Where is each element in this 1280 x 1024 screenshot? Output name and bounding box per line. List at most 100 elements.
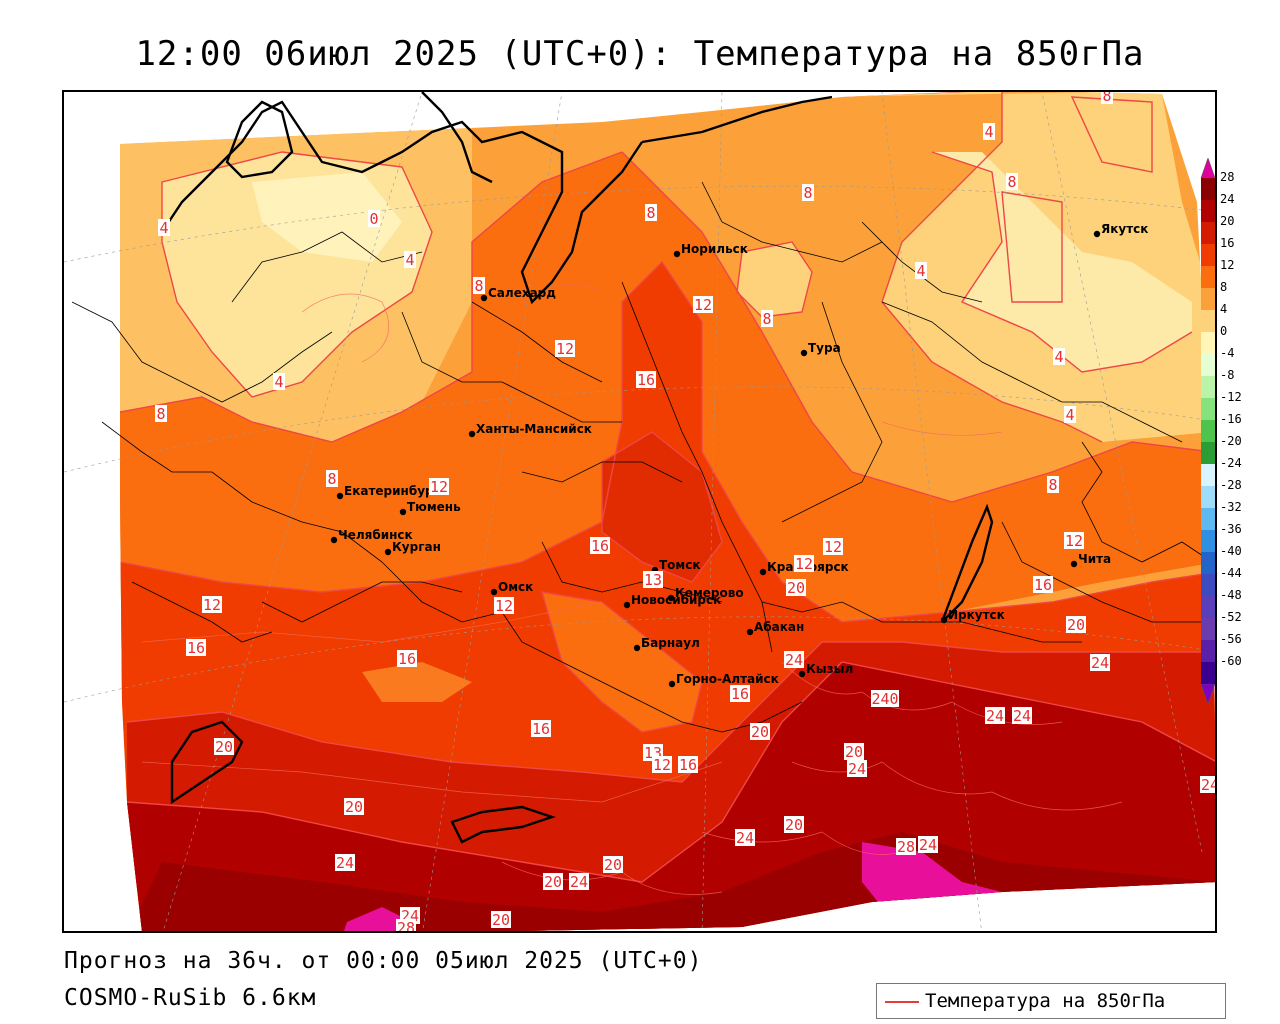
- scale-swatch: [1201, 552, 1215, 574]
- isotherm-value: 12: [824, 538, 842, 556]
- isotherm-label-bg: [844, 743, 864, 760]
- isotherm-value: 24: [736, 829, 754, 847]
- isotherm-label-bg: [335, 854, 355, 871]
- city-dot: [480, 294, 488, 302]
- isotherm-value: 16: [187, 639, 205, 657]
- isotherm-label: 0: [368, 210, 380, 228]
- isotherm-value: 16: [1034, 576, 1052, 594]
- isotherm-label: 4: [1053, 348, 1065, 366]
- city: Новосибирск: [623, 593, 721, 609]
- scale-swatch: [1201, 288, 1215, 310]
- isotherm-value: 20: [215, 738, 233, 756]
- isotherm-label-bg: [1090, 654, 1110, 671]
- isotherm-label: 16: [1033, 576, 1053, 594]
- city: Тюмень: [399, 500, 461, 516]
- isotherm-label: 20: [786, 579, 806, 597]
- isotherm-label-bg: [636, 371, 656, 388]
- city-label: Кызыл: [806, 662, 853, 676]
- city-label: Новосибирск: [631, 593, 721, 607]
- map-canvas: Норильск Салехард Якутск Тура Ханты-Мансийск…: [64, 92, 1215, 933]
- isotherm-label: 13: [643, 571, 663, 589]
- isotherm-value: 8: [646, 204, 655, 222]
- isotherm-value: 4: [405, 251, 414, 269]
- isotherm-label-bg: [761, 310, 773, 327]
- isotherm-label: 24: [335, 854, 355, 872]
- isotherm-value: 12: [694, 296, 712, 314]
- isotherm-label-bg: [652, 756, 672, 773]
- isotherm-label-bg: [871, 690, 899, 707]
- isotherm-label: 8: [326, 470, 338, 488]
- isotherm-label-bg: [494, 597, 514, 614]
- scale-label: 4: [1220, 302, 1228, 316]
- forecast-map: Норильск Салехард Якутск Тура Ханты-Мансийск…: [62, 90, 1217, 933]
- isotherm-label: 24: [1200, 776, 1215, 794]
- isotherm-label-bg: [1064, 532, 1084, 549]
- isotherm-value: 4: [1054, 348, 1063, 366]
- isotherm-label-bg: [1006, 173, 1018, 190]
- scale-swatch: [1201, 178, 1215, 200]
- scale-label: -32: [1220, 500, 1242, 514]
- isotherm-label: 24: [735, 829, 755, 847]
- isotherm-label-bg: [404, 251, 416, 268]
- isotherm-value: 24: [919, 836, 937, 854]
- city: Ханты-Мансийск: [468, 422, 592, 438]
- city: Иркутск: [940, 608, 1005, 624]
- map-title: 12:00 06июл 2025 (UTC+0): Температура на…: [135, 34, 1145, 74]
- isotherm-label: 20: [491, 911, 511, 929]
- isotherm-label-bg: [543, 873, 563, 890]
- isotherm-value: 8: [1102, 92, 1111, 105]
- isotherm-label: 16: [678, 756, 698, 774]
- isotherm-label: 16: [636, 371, 656, 389]
- city-label: Горно-Алтайск: [676, 672, 779, 686]
- isotherm-label: 16: [531, 720, 551, 738]
- isotherm-label-bg: [985, 707, 1005, 724]
- scale-label: 0: [1220, 324, 1228, 338]
- isotherm-value: 20: [604, 856, 622, 874]
- scale-label: -44: [1220, 566, 1242, 580]
- scale-swatch: [1201, 420, 1215, 442]
- isotherm-label-bg: [473, 277, 485, 294]
- isotherm-value: 20: [785, 816, 803, 834]
- city-dot: [399, 508, 407, 516]
- scale-swatch: [1201, 596, 1215, 618]
- color-scale: 28 24 20 16 12 8 4 0 -4 -8 -12 -16 -20 -24 -28 -32 -36 -4…: [1200, 158, 1280, 704]
- isotherm-label: 12: [494, 597, 514, 615]
- city-dot: [668, 680, 676, 688]
- isotherm-label: 28: [896, 838, 916, 856]
- city-dot: [673, 250, 681, 258]
- isotherm-label-bg: [1064, 406, 1076, 423]
- isotherm-label: 24: [1090, 654, 1110, 672]
- isotherm-label-bg: [214, 738, 234, 755]
- scale-swatch: [1201, 618, 1215, 640]
- isotherm-label: 12: [429, 478, 449, 496]
- scale-swatch: [1201, 640, 1215, 662]
- isotherm-label-bg: [202, 596, 222, 613]
- city: Челябинск: [330, 528, 413, 544]
- isotherm-label: 4: [1064, 406, 1076, 424]
- scale-swatch: [1201, 574, 1215, 596]
- isotherm-value: 28: [397, 919, 415, 933]
- isotherm-label-bg: [918, 836, 938, 853]
- isotherm-label: 20: [750, 723, 770, 741]
- isotherm-label: 4: [983, 123, 995, 141]
- isotherm-label-bg: [273, 373, 285, 390]
- scale-label: -24: [1220, 456, 1242, 470]
- isotherm-value: 12: [203, 596, 221, 614]
- isotherm-value: 8: [156, 405, 165, 423]
- isotherm-value: 8: [474, 277, 483, 295]
- isotherm-label: 24: [918, 836, 938, 854]
- city-label: Челябинск: [338, 528, 413, 542]
- isotherm-label: 12: [823, 538, 843, 556]
- isotherm-label: 12: [1064, 532, 1084, 550]
- scale-swatch: [1201, 222, 1215, 244]
- city-dot: [330, 536, 338, 544]
- isotherm-value: 12: [556, 340, 574, 358]
- isotherm-label: 12: [202, 596, 222, 614]
- isotherm-label-bg: [396, 919, 416, 931]
- isotherm-label: 24: [1012, 707, 1032, 725]
- isotherm-label: 20: [214, 738, 234, 756]
- isotherm-label-bg: [786, 579, 806, 596]
- isotherm-value: 13: [644, 571, 662, 589]
- isotherm-label-bg: [643, 571, 663, 588]
- city: Омск: [490, 580, 533, 596]
